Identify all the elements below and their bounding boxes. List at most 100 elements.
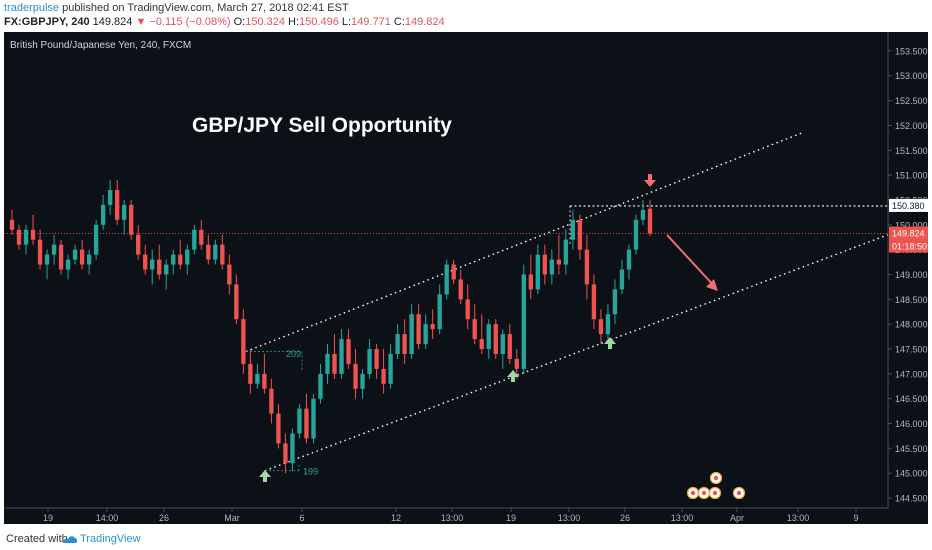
symbol: FX:GBPJPY, 240: [4, 16, 90, 28]
y-tick-label: 148.000: [895, 320, 928, 330]
y-tick-label: 145.000: [895, 469, 928, 479]
event-marker-dot: [690, 490, 696, 496]
chart-panel[interactable]: British Pound/Japanese Yen, 240, FXCM GB…: [4, 32, 928, 524]
candle-body: [388, 353, 393, 384]
candle-body: [262, 373, 267, 389]
projection-arrow-icon: [666, 234, 718, 291]
candle-body: [37, 239, 43, 265]
candle-body: [367, 349, 372, 374]
candle-body: [72, 249, 78, 260]
y-tick-label: 151.500: [895, 146, 928, 156]
close-value: 149.824: [404, 16, 445, 28]
x-tick-label: 13:00: [787, 513, 810, 523]
candle-body: [136, 234, 141, 255]
low-label: L:: [338, 16, 352, 28]
candle-body: [605, 314, 611, 335]
x-tick-label: 19: [43, 513, 53, 523]
event-marker-dot: [736, 490, 742, 496]
low-value: 149.771: [351, 16, 391, 28]
y-tick-label: 146.000: [895, 419, 928, 429]
candle-body: [500, 334, 505, 354]
event-marker-icon: [686, 486, 700, 500]
candle-body: [374, 349, 379, 369]
candle-body: [423, 324, 428, 345]
candle-body: [346, 339, 351, 364]
candle-body: [192, 229, 197, 250]
x-tick-label: Mar: [224, 513, 240, 523]
candle-body: [640, 209, 646, 220]
arrow-up-shape: [507, 370, 519, 382]
candle-body: [451, 264, 456, 280]
last-price-tag-bg: [889, 226, 928, 253]
candle-body: [535, 254, 540, 290]
candle-body: [157, 259, 162, 275]
y-tick-label: 148.500: [895, 295, 928, 305]
candle-body: [549, 259, 555, 275]
candle-body: [556, 259, 562, 265]
candle-body: [100, 204, 106, 225]
last-price-tag: 149.824 01:18:50: [889, 226, 928, 253]
support-arrow-icon: [259, 470, 271, 482]
x-tick-label: 9: [853, 513, 858, 523]
y-tick-label: 152.000: [895, 121, 928, 131]
candle-body: [528, 274, 533, 290]
candle-body: [395, 334, 400, 354]
candle-body: [93, 224, 99, 255]
candle-body: [58, 244, 64, 270]
candle-body: [234, 284, 239, 320]
support-arrow-icon: [507, 370, 519, 382]
candle-body: [30, 229, 36, 240]
candle-body: [626, 249, 632, 270]
candle-body: [507, 334, 512, 359]
y-tick-label: 145.500: [895, 444, 928, 454]
projection-arrow-head: [706, 279, 718, 291]
event-marker-dot: [712, 490, 718, 496]
x-tick-label: Apr: [730, 513, 744, 523]
candle-body: [185, 249, 190, 265]
candle-body: [521, 274, 526, 369]
candle-body: [318, 373, 323, 399]
candle-body: [171, 254, 176, 265]
candle-body: [465, 299, 470, 320]
candle-body: [416, 314, 421, 345]
tradingview-brand[interactable]: TradingView: [80, 533, 141, 545]
candle-body: [633, 219, 639, 250]
candle-body: [304, 408, 309, 439]
candle-body: [437, 294, 442, 330]
candle-body: [23, 229, 29, 245]
lower-channel-line: [264, 234, 889, 472]
candle-body: [248, 363, 253, 384]
open-value: 150.324: [245, 16, 285, 28]
y-tick-label: 147.500: [895, 345, 928, 355]
candle-body: [647, 208, 653, 234]
candle-body: [9, 219, 15, 230]
candle-body: [619, 269, 625, 290]
candle-body: [143, 254, 148, 270]
countdown-tag-text: 01:18:50: [892, 242, 927, 252]
candle-body: [472, 319, 477, 340]
y-tick-label: 153.000: [895, 71, 928, 81]
candle-body: [297, 408, 302, 434]
change: ▼ −0.115 (−0.08%): [135, 16, 231, 28]
candle-body: [178, 254, 183, 265]
candle-body: [269, 388, 274, 414]
candle-body: [339, 339, 344, 374]
price-chart[interactable]: British Pound/Japanese Yen, 240, FXCM GB…: [4, 32, 928, 524]
x-tick-label: 26: [159, 513, 169, 523]
candle-body: [241, 319, 246, 364]
annotation-title: GBP/JPY Sell Opportunity: [192, 114, 452, 137]
candle-body: [430, 324, 435, 330]
candle-body: [44, 254, 50, 265]
resistance-arrow-icon: [644, 174, 656, 187]
candle-body: [255, 373, 260, 384]
x-tick-label: 13:00: [558, 513, 581, 523]
created-with: Created with: [6, 533, 68, 545]
candle-body: [311, 398, 316, 439]
candle-body: [65, 259, 71, 270]
publisher-name[interactable]: traderpulse: [4, 2, 60, 14]
candle-body: [584, 249, 590, 285]
candle-body: [570, 219, 576, 240]
event-marker-dot: [701, 490, 707, 496]
y-tick-label: 144.500: [895, 494, 928, 504]
channel-width-label: 199: [303, 467, 318, 477]
